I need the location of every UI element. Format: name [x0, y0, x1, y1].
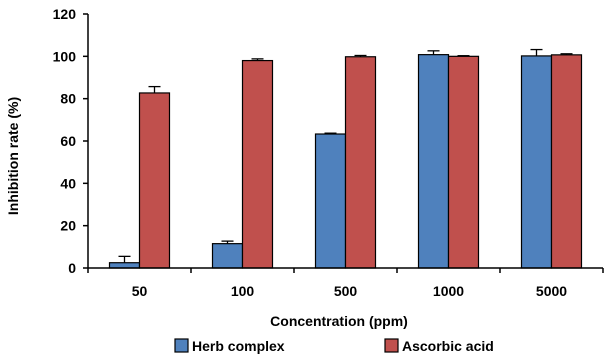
- bar-ascorbic-acid: [550, 54, 583, 269]
- x-ticks: 50 100 500 1000 5000: [87, 268, 604, 299]
- x-tick-label: 100: [231, 283, 255, 299]
- y-tick-label: 100: [53, 48, 77, 64]
- bar-herb-complex: [417, 54, 450, 269]
- legend-swatch: [174, 338, 189, 353]
- legend: Herb complex Ascorbic acid: [174, 338, 494, 354]
- x-tick-label: 5000: [536, 283, 567, 299]
- bar-herb-complex: [520, 55, 553, 269]
- y-tick-label: 60: [60, 133, 76, 149]
- y-tick-label: 0: [68, 260, 76, 276]
- legend-swatch: [384, 338, 399, 353]
- y-axis-title: Inhibition rate (%): [5, 97, 21, 215]
- bar-ascorbic-acid: [344, 56, 377, 269]
- x-axis-title: Concentration (ppm): [270, 313, 408, 329]
- bar-ascorbic-acid: [447, 55, 480, 269]
- y-tick-label: 80: [60, 91, 76, 107]
- bar-ascorbic-acid: [138, 92, 171, 269]
- y-tick-label: 40: [60, 175, 76, 191]
- bar-herb-complex: [108, 262, 141, 269]
- x-tick-label: 1000: [433, 283, 464, 299]
- y-ticks: 0 20 40 60 80 100 120: [53, 6, 88, 276]
- error-bars-layer: [118, 48, 573, 263]
- bar-herb-complex: [211, 243, 244, 269]
- legend-label: Ascorbic acid: [402, 338, 494, 354]
- y-tick-label: 20: [60, 218, 76, 234]
- x-tick-label: 500: [334, 283, 358, 299]
- legend-label: Herb complex: [192, 338, 285, 354]
- bar-herb-complex: [314, 133, 347, 269]
- y-tick-label: 120: [53, 6, 77, 22]
- bars-layer: [108, 54, 583, 269]
- x-tick-label: 50: [132, 283, 148, 299]
- bar-ascorbic-acid: [241, 59, 274, 269]
